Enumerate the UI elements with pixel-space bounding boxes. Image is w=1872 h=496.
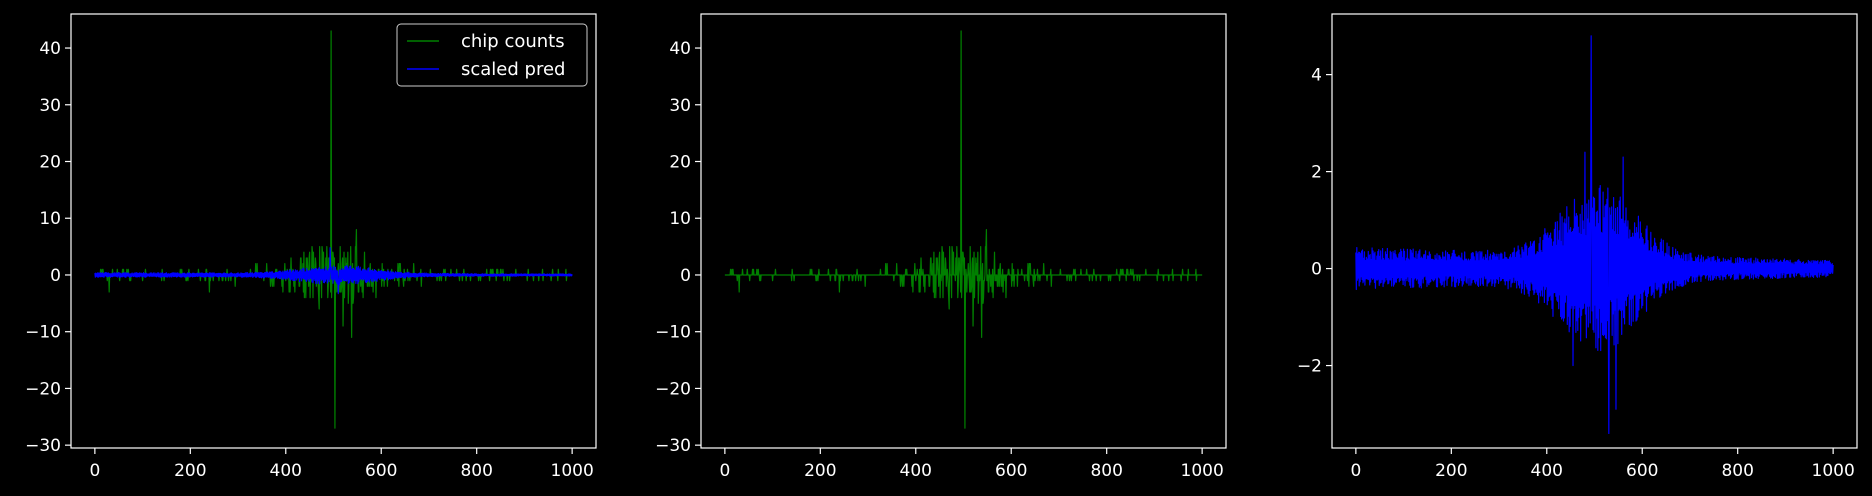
legend: chip counts scaled pred <box>396 23 588 87</box>
x-tick-label: 800 <box>460 461 492 481</box>
series-line-scaled-pred <box>94 247 573 295</box>
y-tick-label: 4 <box>1311 66 1322 86</box>
y-tick-label: −20 <box>655 379 691 399</box>
y-tick-label: −10 <box>655 323 691 343</box>
y-tick-label: 10 <box>39 209 61 229</box>
series-line-series-1 <box>724 30 1203 429</box>
y-tick-label: 30 <box>669 96 691 116</box>
y-tick-label: −2 <box>1297 357 1322 377</box>
x-tick-label: 200 <box>1435 461 1467 481</box>
series-line-series-1 <box>1355 35 1834 435</box>
x-tick-label: 400 <box>1531 461 1563 481</box>
y-tick-label: 20 <box>669 153 691 173</box>
y-tick-label: −30 <box>655 436 691 456</box>
x-tick-label: 400 <box>270 461 302 481</box>
y-tick-label: −10 <box>25 323 61 343</box>
x-tick-label: 0 <box>1350 461 1361 481</box>
y-tick-label: 0 <box>1311 260 1322 280</box>
legend-box <box>396 23 588 87</box>
y-tick-label: 10 <box>669 209 691 229</box>
x-tick-label: 800 <box>1090 461 1122 481</box>
legend-label: chip counts <box>461 31 565 52</box>
x-tick-label: 1000 <box>551 461 594 481</box>
legend-label: scaled pred <box>461 59 565 80</box>
x-tick-label: 1000 <box>1812 461 1855 481</box>
x-tick-label: 600 <box>995 461 1027 481</box>
x-tick-label: 400 <box>900 461 932 481</box>
y-tick-label: 30 <box>39 96 61 116</box>
subplot-1: 0 200 400 600 800 1000 −30 −20 −10 0 10 20 30 40 chip … <box>25 13 597 481</box>
series-group <box>1355 35 1834 435</box>
x-tick-label: 200 <box>174 461 206 481</box>
x-tick-label: 0 <box>719 461 730 481</box>
y-tick-label: 0 <box>50 266 61 286</box>
y-tick-label: 40 <box>39 39 61 59</box>
series-group <box>94 30 573 429</box>
axes-frame <box>700 13 1227 449</box>
x-tick-label: 800 <box>1721 461 1753 481</box>
x-tick-label: 600 <box>365 461 397 481</box>
y-tick-label: −30 <box>25 436 61 456</box>
subplot-3: 0 200 400 600 800 1000 −2 0 2 4 <box>1297 13 1858 481</box>
y-tick-label: 0 <box>680 266 691 286</box>
x-tick-label: 0 <box>89 461 100 481</box>
y-tick-label: −20 <box>25 379 61 399</box>
axes-frame <box>70 13 597 449</box>
series-group <box>724 30 1203 429</box>
axes-frame <box>1331 13 1858 449</box>
x-tick-label: 1000 <box>1181 461 1224 481</box>
y-tick-label: 20 <box>39 153 61 173</box>
subplot-2: 0 200 400 600 800 1000 −30 −20 −10 0 10 20 30 40 <box>655 13 1227 481</box>
x-tick-label: 200 <box>804 461 836 481</box>
y-tick-label: 40 <box>669 39 691 59</box>
x-tick-label: 600 <box>1626 461 1658 481</box>
y-tick-label: 2 <box>1311 163 1322 183</box>
